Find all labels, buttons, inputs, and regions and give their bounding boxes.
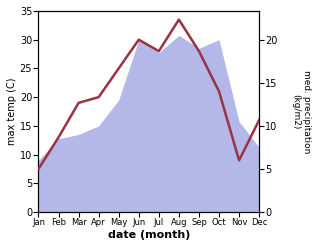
Y-axis label: med. precipitation
(kg/m2): med. precipitation (kg/m2) bbox=[292, 70, 311, 153]
Y-axis label: max temp (C): max temp (C) bbox=[7, 78, 17, 145]
X-axis label: date (month): date (month) bbox=[107, 230, 190, 240]
